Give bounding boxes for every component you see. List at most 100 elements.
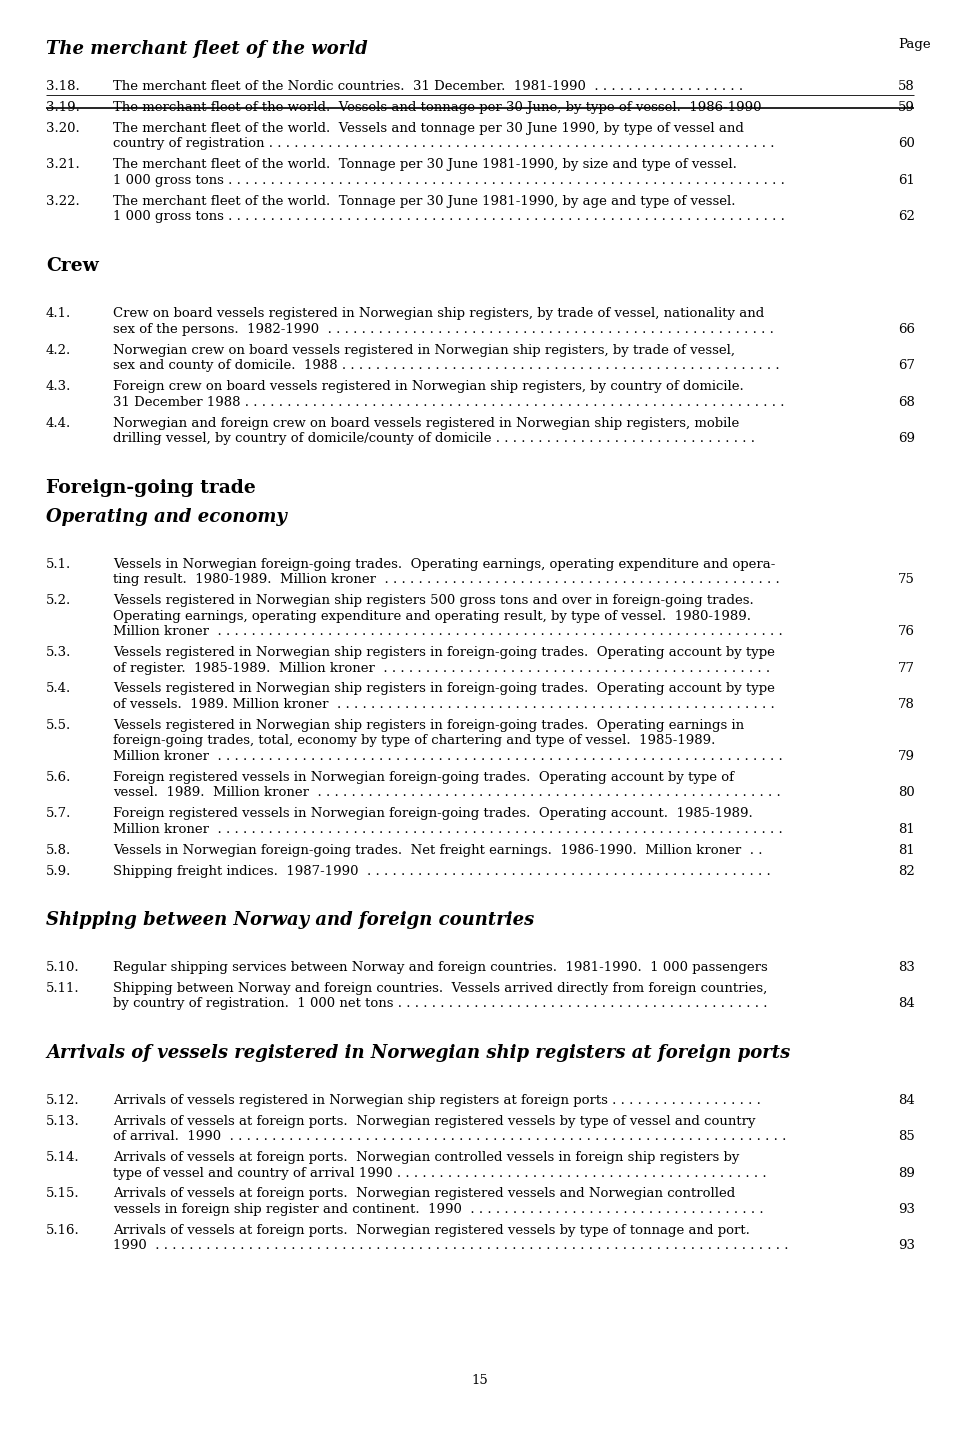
Text: Foreign registered vessels in Norwegian foreign-going trades.  Operating account: Foreign registered vessels in Norwegian …: [113, 771, 734, 784]
Text: Vessels registered in Norwegian ship registers 500 gross tons and over in foreig: Vessels registered in Norwegian ship reg…: [113, 594, 754, 607]
Text: Vessels registered in Norwegian ship registers in foreign-going trades.  Operati: Vessels registered in Norwegian ship reg…: [113, 682, 775, 695]
Text: 3.18.: 3.18.: [46, 79, 80, 92]
Text: 66: 66: [898, 323, 915, 336]
Text: of arrival.  1990  . . . . . . . . . . . . . . . . . . . . . . . . . . . . . . .: of arrival. 1990 . . . . . . . . . . . .…: [113, 1131, 786, 1144]
Text: 1 000 gross tons . . . . . . . . . . . . . . . . . . . . . . . . . . . . . . . .: 1 000 gross tons . . . . . . . . . . . .…: [113, 174, 785, 187]
Text: 31 December 1988 . . . . . . . . . . . . . . . . . . . . . . . . . . . . . . . .: 31 December 1988 . . . . . . . . . . . .…: [113, 395, 784, 408]
Text: The merchant fleet of the world.  Vessels and tonnage per 30 June, by type of ve: The merchant fleet of the world. Vessels…: [113, 101, 761, 114]
Text: Crew: Crew: [46, 257, 99, 275]
Text: Norwegian and foreign crew on board vessels registered in Norwegian ship registe: Norwegian and foreign crew on board vess…: [113, 417, 739, 430]
Text: of vessels.  1989. Million kroner  . . . . . . . . . . . . . . . . . . . . . . .: of vessels. 1989. Million kroner . . . .…: [113, 698, 775, 711]
Text: Arrivals of vessels at foreign ports.  Norwegian controlled vessels in foreign s: Arrivals of vessels at foreign ports. No…: [113, 1151, 739, 1164]
Text: 76: 76: [898, 624, 915, 637]
Text: Operating earnings, operating expenditure and operating result, by type of vesse: Operating earnings, operating expenditur…: [113, 610, 751, 623]
Text: Arrivals of vessels at foreign ports.  Norwegian registered vessels by type of t: Arrivals of vessels at foreign ports. No…: [113, 1224, 750, 1237]
Text: Shipping between Norway and foreign countries: Shipping between Norway and foreign coun…: [46, 911, 535, 930]
Text: sex of the persons.  1982-1990  . . . . . . . . . . . . . . . . . . . . . . . . : sex of the persons. 1982-1990 . . . . . …: [113, 323, 774, 336]
Text: 78: 78: [898, 698, 915, 711]
Text: Arrivals of vessels registered in Norwegian ship registers at foreign ports: Arrivals of vessels registered in Norweg…: [46, 1044, 790, 1063]
Text: Foreign-going trade: Foreign-going trade: [46, 479, 255, 497]
Text: Million kroner  . . . . . . . . . . . . . . . . . . . . . . . . . . . . . . . . : Million kroner . . . . . . . . . . . . .…: [113, 823, 782, 836]
Text: 3.22.: 3.22.: [46, 195, 80, 208]
Text: vessels in foreign ship register and continent.  1990  . . . . . . . . . . . . .: vessels in foreign ship register and con…: [113, 1203, 763, 1216]
Text: 3.19.: 3.19.: [46, 101, 80, 114]
Text: 5.1.: 5.1.: [46, 558, 71, 571]
Text: Page: Page: [898, 37, 930, 50]
Text: ting result.  1980-1989.  Million kroner  . . . . . . . . . . . . . . . . . . . : ting result. 1980-1989. Million kroner .…: [113, 572, 780, 585]
Text: 5.15.: 5.15.: [46, 1187, 80, 1200]
Text: 5.5.: 5.5.: [46, 720, 71, 733]
Text: 61: 61: [898, 174, 915, 187]
Text: vessel.  1989.  Million kroner  . . . . . . . . . . . . . . . . . . . . . . . . : vessel. 1989. Million kroner . . . . . .…: [113, 786, 780, 799]
Text: Vessels in Norwegian foreign-going trades.  Net freight earnings.  1986-1990.  M: Vessels in Norwegian foreign-going trade…: [113, 844, 762, 857]
Text: country of registration . . . . . . . . . . . . . . . . . . . . . . . . . . . . : country of registration . . . . . . . . …: [113, 137, 775, 150]
Text: of register.  1985-1989.  Million kroner  . . . . . . . . . . . . . . . . . . . : of register. 1985-1989. Million kroner .…: [113, 662, 770, 675]
Text: The merchant fleet of the Nordic countries.  31 December.  1981-1990  . . . . . : The merchant fleet of the Nordic countri…: [113, 79, 743, 92]
Text: 79: 79: [898, 750, 915, 763]
Text: 93: 93: [898, 1203, 915, 1216]
Text: 5.16.: 5.16.: [46, 1224, 80, 1237]
Text: Arrivals of vessels at foreign ports.  Norwegian registered vessels and Norwegia: Arrivals of vessels at foreign ports. No…: [113, 1187, 735, 1200]
Text: Shipping between Norway and foreign countries.  Vessels arrived directly from fo: Shipping between Norway and foreign coun…: [113, 982, 767, 995]
Text: 85: 85: [898, 1131, 915, 1144]
Text: 67: 67: [898, 359, 915, 372]
Text: 93: 93: [898, 1239, 915, 1252]
Text: Million kroner  . . . . . . . . . . . . . . . . . . . . . . . . . . . . . . . . : Million kroner . . . . . . . . . . . . .…: [113, 750, 782, 763]
Text: Shipping freight indices.  1987-1990  . . . . . . . . . . . . . . . . . . . . . : Shipping freight indices. 1987-1990 . . …: [113, 865, 771, 878]
Text: by country of registration.  1 000 net tons . . . . . . . . . . . . . . . . . . : by country of registration. 1 000 net to…: [113, 998, 767, 1011]
Text: Operating and economy: Operating and economy: [46, 508, 287, 526]
Text: 15: 15: [471, 1374, 489, 1387]
Text: Crew on board vessels registered in Norwegian ship registers, by trade of vessel: Crew on board vessels registered in Norw…: [113, 307, 764, 320]
Text: 5.13.: 5.13.: [46, 1115, 80, 1128]
Text: 4.1.: 4.1.: [46, 307, 71, 320]
Text: 5.4.: 5.4.: [46, 682, 71, 695]
Text: 82: 82: [898, 865, 915, 878]
Text: 60: 60: [898, 137, 915, 150]
Text: 83: 83: [898, 960, 915, 973]
Text: 84: 84: [898, 998, 915, 1011]
Text: 4.4.: 4.4.: [46, 417, 71, 430]
Text: 5.9.: 5.9.: [46, 865, 71, 878]
Text: Foreign registered vessels in Norwegian foreign-going trades.  Operating account: Foreign registered vessels in Norwegian …: [113, 808, 753, 820]
Text: Vessels registered in Norwegian ship registers in foreign-going trades.  Operati: Vessels registered in Norwegian ship reg…: [113, 646, 775, 659]
Text: 89: 89: [898, 1167, 915, 1180]
Text: 1 000 gross tons . . . . . . . . . . . . . . . . . . . . . . . . . . . . . . . .: 1 000 gross tons . . . . . . . . . . . .…: [113, 211, 785, 224]
Text: 5.10.: 5.10.: [46, 960, 80, 973]
Text: type of vessel and country of arrival 1990 . . . . . . . . . . . . . . . . . . .: type of vessel and country of arrival 19…: [113, 1167, 767, 1180]
Text: 5.12.: 5.12.: [46, 1093, 80, 1106]
Text: 5.14.: 5.14.: [46, 1151, 80, 1164]
Text: 59: 59: [898, 101, 915, 114]
Text: 84: 84: [898, 1093, 915, 1106]
Text: The merchant fleet of the world.  Tonnage per 30 June 1981-1990, by age and type: The merchant fleet of the world. Tonnage…: [113, 195, 735, 208]
Text: 4.3.: 4.3.: [46, 381, 71, 394]
Text: Arrivals of vessels at foreign ports.  Norwegian registered vessels by type of v: Arrivals of vessels at foreign ports. No…: [113, 1115, 756, 1128]
Text: 5.7.: 5.7.: [46, 808, 71, 820]
Text: 81: 81: [898, 823, 915, 836]
Text: 75: 75: [898, 572, 915, 585]
Text: 62: 62: [898, 211, 915, 224]
Text: 58: 58: [898, 79, 915, 92]
Text: drilling vessel, by country of domicile/county of domicile . . . . . . . . . . .: drilling vessel, by country of domicile/…: [113, 433, 755, 446]
Text: 5.6.: 5.6.: [46, 771, 71, 784]
Text: 1990  . . . . . . . . . . . . . . . . . . . . . . . . . . . . . . . . . . . . . : 1990 . . . . . . . . . . . . . . . . . .…: [113, 1239, 788, 1252]
Text: 5.2.: 5.2.: [46, 594, 71, 607]
Text: 68: 68: [898, 395, 915, 408]
Text: Vessels in Norwegian foreign-going trades.  Operating earnings, operating expend: Vessels in Norwegian foreign-going trade…: [113, 558, 776, 571]
Text: Million kroner  . . . . . . . . . . . . . . . . . . . . . . . . . . . . . . . . : Million kroner . . . . . . . . . . . . .…: [113, 624, 782, 637]
Text: Arrivals of vessels registered in Norwegian ship registers at foreign ports . . : Arrivals of vessels registered in Norweg…: [113, 1093, 761, 1106]
Text: 69: 69: [898, 433, 915, 446]
Text: 5.3.: 5.3.: [46, 646, 71, 659]
Text: Vessels registered in Norwegian ship registers in foreign-going trades.  Operati: Vessels registered in Norwegian ship reg…: [113, 720, 744, 733]
Text: 80: 80: [898, 786, 915, 799]
Text: Foreign crew on board vessels registered in Norwegian ship registers, by country: Foreign crew on board vessels registered…: [113, 381, 744, 394]
Text: The merchant fleet of the world.  Vessels and tonnage per 30 June 1990, by type : The merchant fleet of the world. Vessels…: [113, 123, 744, 136]
Text: 77: 77: [898, 662, 915, 675]
Text: 3.20.: 3.20.: [46, 123, 80, 136]
Text: 4.2.: 4.2.: [46, 343, 71, 356]
Text: 81: 81: [898, 844, 915, 857]
Text: Regular shipping services between Norway and foreign countries.  1981-1990.  1 0: Regular shipping services between Norway…: [113, 960, 768, 973]
Text: 5.11.: 5.11.: [46, 982, 80, 995]
Text: The merchant fleet of the world.  Tonnage per 30 June 1981-1990, by size and typ: The merchant fleet of the world. Tonnage…: [113, 159, 737, 172]
Text: foreign-going trades, total, economy by type of chartering and type of vessel.  : foreign-going trades, total, economy by …: [113, 734, 715, 747]
Text: 3.21.: 3.21.: [46, 159, 80, 172]
